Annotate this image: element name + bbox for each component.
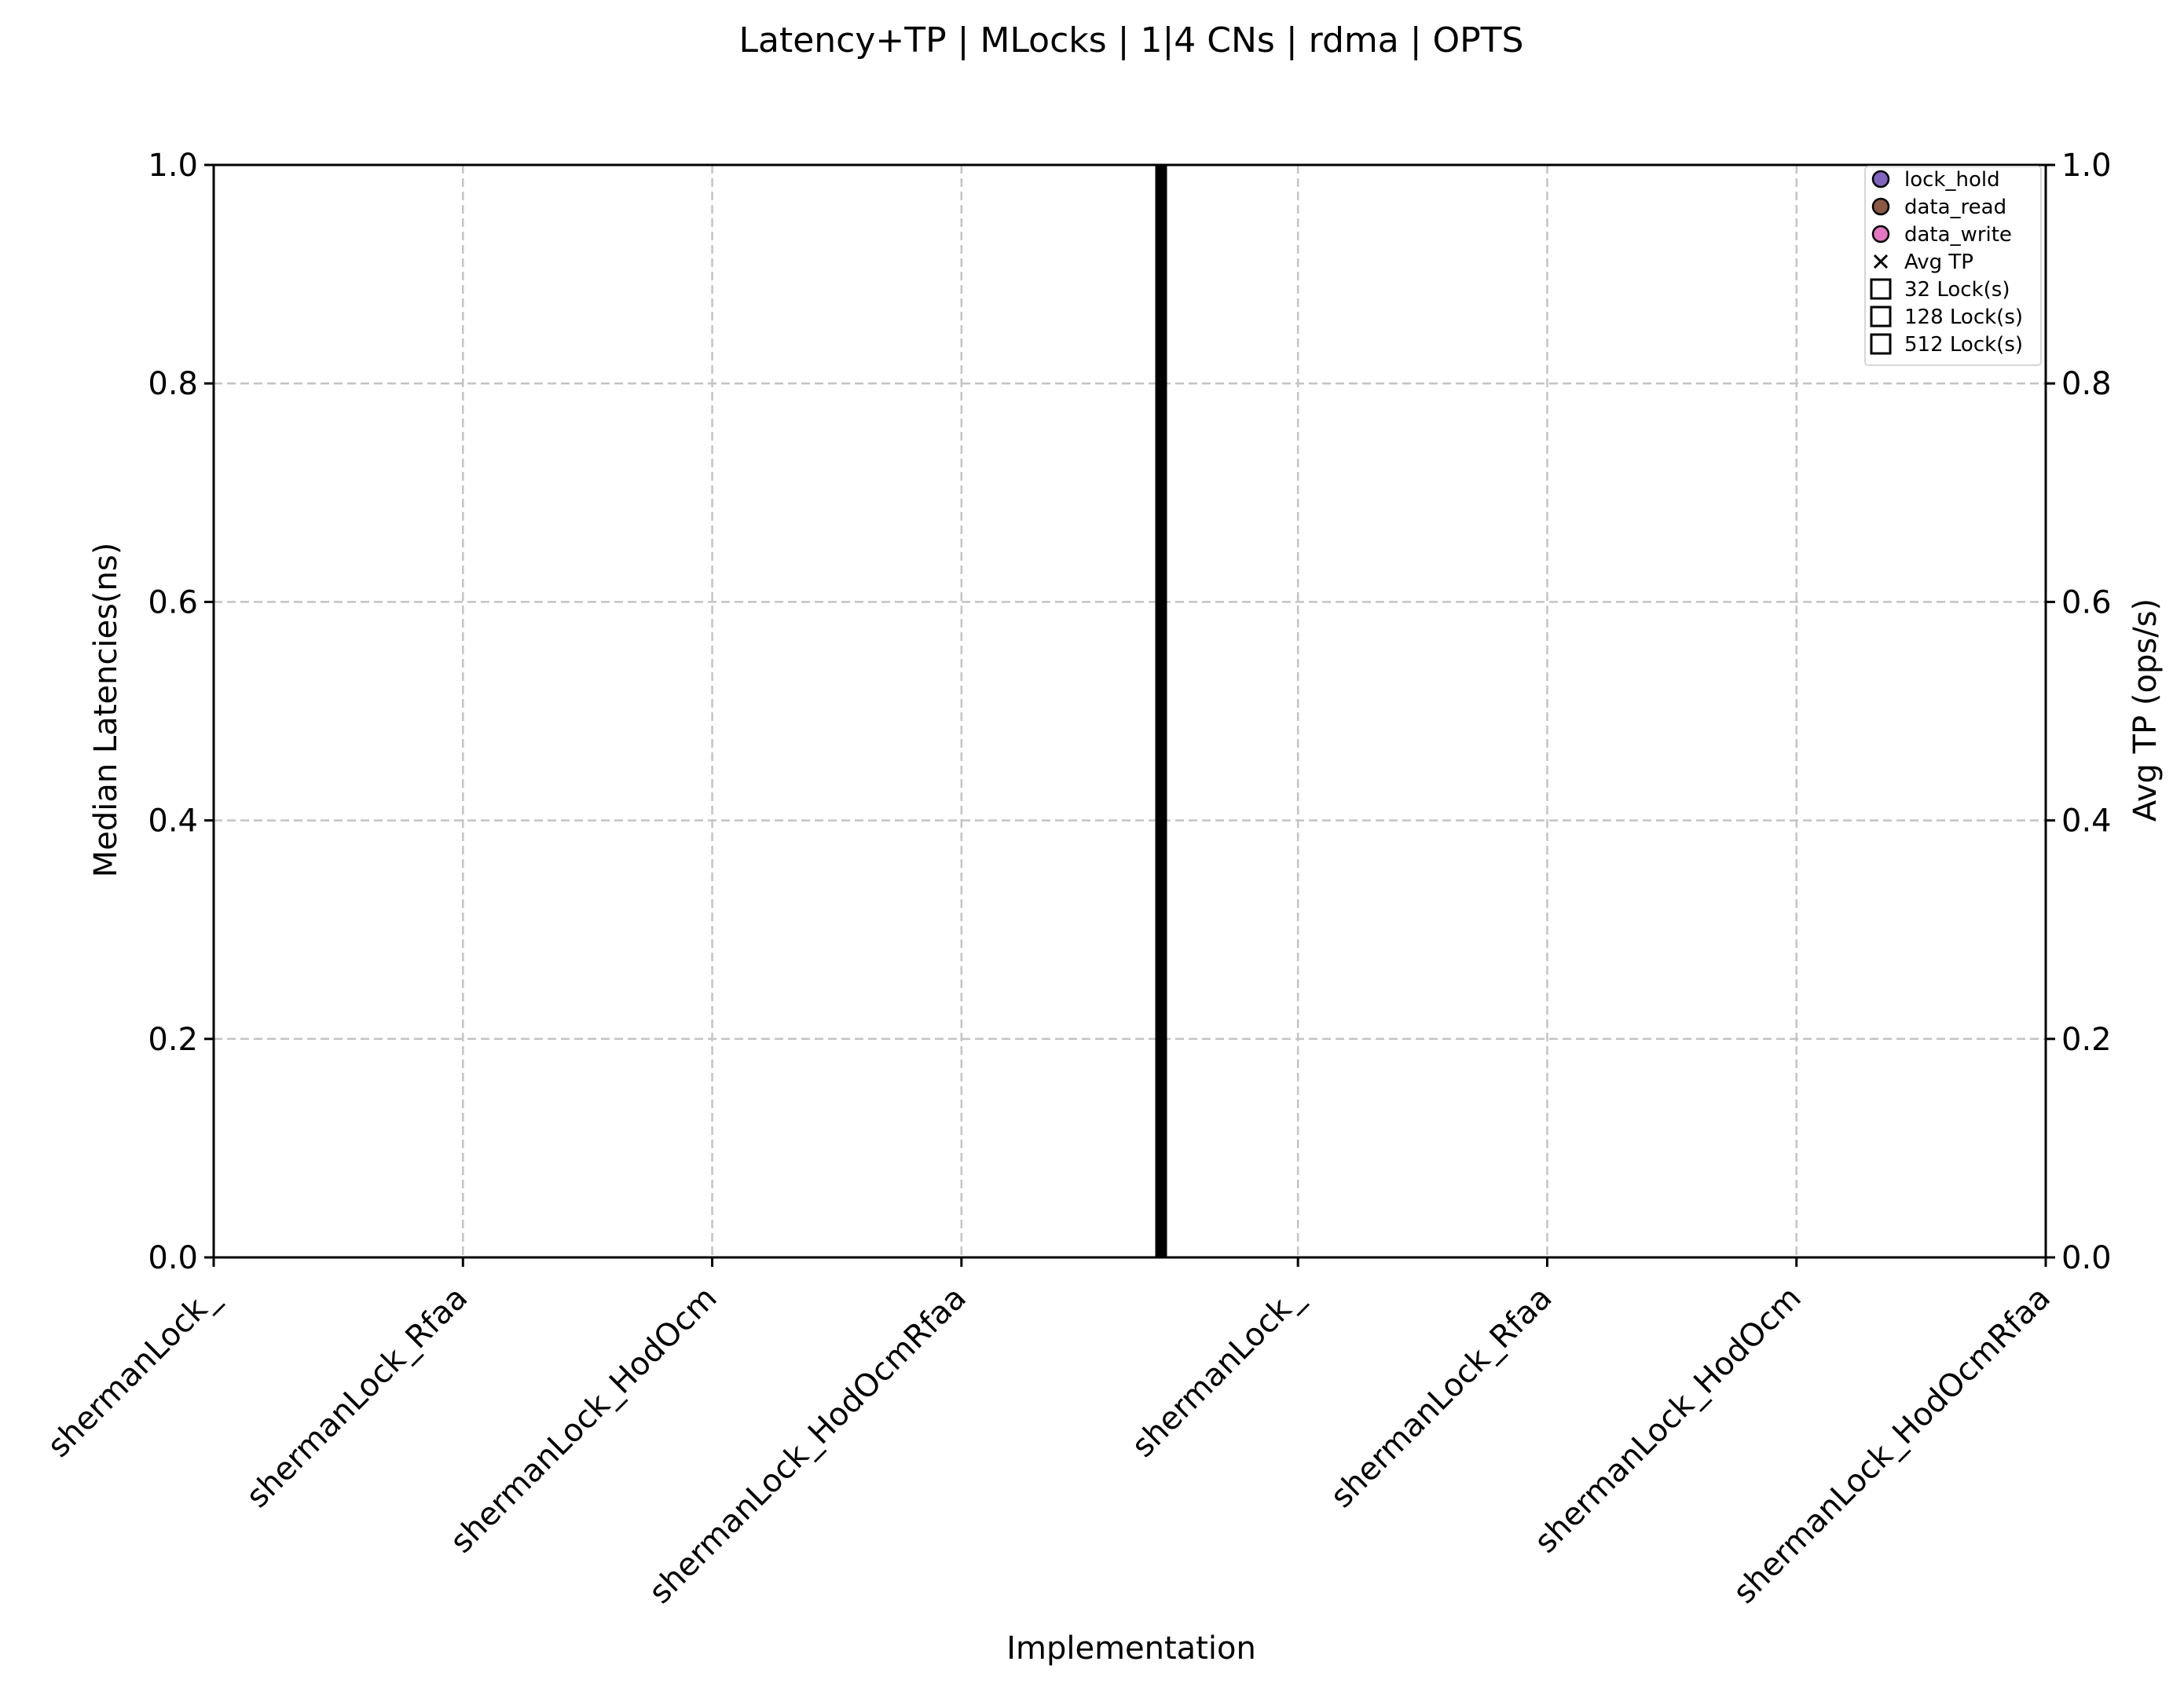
y2-axis-ticks: 0.0 0.2 0.4 0.6 0.8 1.0: [2046, 148, 2112, 1276]
y2-tick-label: 0.6: [2061, 584, 2112, 620]
y2-tick-label: 0.4: [2061, 803, 2112, 840]
y2-tick-label: 1.0: [2061, 148, 2112, 184]
legend-label: data_read: [1904, 196, 2006, 219]
legend-marker-square: [1870, 333, 1892, 355]
y2-tick-label: 0.8: [2061, 366, 2112, 402]
legend-marker-circle: [1871, 170, 1890, 188]
x-axis-ticks: shermanLock_ shermanLock_RfaashermanLock_…: [41, 1257, 2058, 1611]
legend-marker-x: [1873, 254, 1889, 269]
y-tick-label: 0.8: [148, 366, 198, 402]
x-axis-label: Implementation: [1006, 1630, 1256, 1667]
x-tick-label: shermanLock_Rfaa: [1324, 1280, 1559, 1515]
legend-label: lock_hold: [1904, 168, 2000, 192]
legend: lock_hold data_read data_write Avg TP 32 Loc…: [1864, 166, 2042, 366]
legend-label: data_write: [1904, 223, 2012, 247]
y-tick-label: 0.4: [148, 803, 198, 840]
x-tick-label: shermanLock_: [1125, 1279, 1310, 1465]
legend-label: 128 Lock(s): [1904, 306, 2023, 329]
legend-box: [1864, 166, 2042, 366]
y2-tick-label: 0.2: [2061, 1022, 2112, 1058]
legend-marker-square: [1870, 278, 1892, 300]
legend-label: 32 Lock(s): [1904, 278, 2010, 302]
grid: [214, 165, 2046, 1257]
legend-marker-circle: [1871, 197, 1890, 216]
legend-label: 512 Lock(s): [1904, 333, 2023, 357]
x-tick-label: shermanLock_HodOcm: [444, 1280, 724, 1561]
y-tick-label: 0.0: [148, 1240, 198, 1276]
legend-marker-square: [1870, 306, 1892, 328]
y2-axis-label: Avg TP (ops/s): [2127, 598, 2164, 822]
x-tick-label: shermanLock_HodOcm: [1528, 1280, 1808, 1561]
y-axis-ticks: 0.0 0.2 0.4 0.6 0.8 1.0: [148, 148, 214, 1276]
y2-tick-label: 0.0: [2061, 1240, 2112, 1276]
y-tick-label: 0.6: [148, 584, 198, 620]
chart-title: Latency+TP | MLocks | 1|4 CNs | rdma | O…: [738, 20, 1523, 60]
y-axis-label: Median Latencies(ns): [88, 543, 124, 878]
y-tick-label: 0.2: [148, 1022, 198, 1058]
plot-frame: [212, 163, 2047, 1259]
y-tick-label: 1.0: [148, 148, 198, 184]
x-tick-label: shermanLock_: [41, 1279, 226, 1465]
x-tick-label: shermanLock_Rfaa: [240, 1280, 475, 1515]
legend-marker-circle: [1871, 225, 1890, 243]
legend-label: Avg TP: [1904, 251, 1973, 274]
